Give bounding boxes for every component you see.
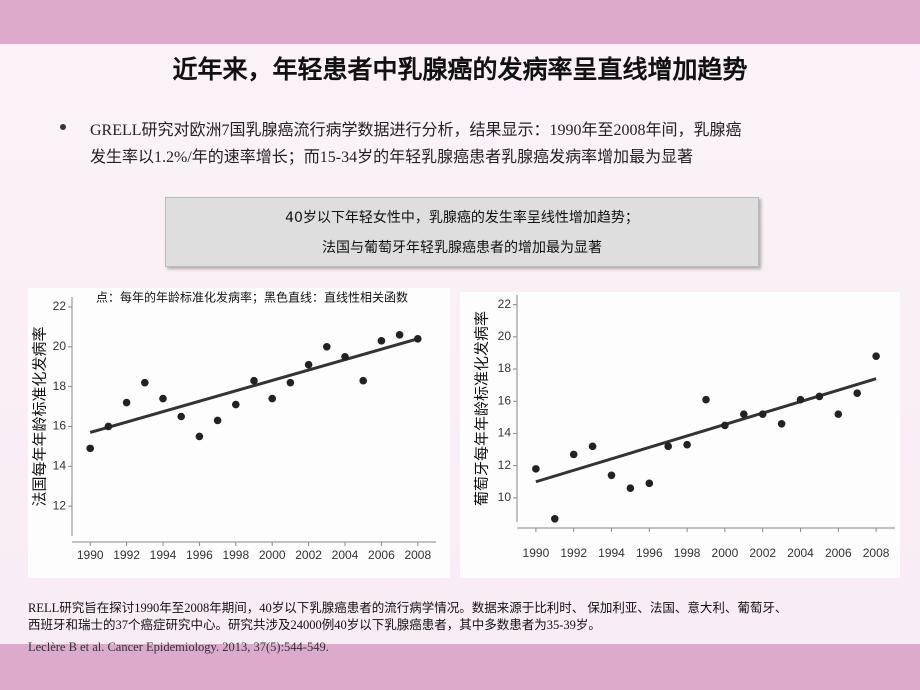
callout-text: 法国与葡萄牙年轻乳腺癌患者的增加最为显著 xyxy=(322,240,602,256)
data-point xyxy=(721,421,729,430)
data-point xyxy=(569,450,578,459)
data-point xyxy=(232,400,240,409)
x-tick-label: 1992 xyxy=(560,546,587,560)
chart: 12 14 16 18 20 22 1990 1992 1994 1996 1998 2000 2002… xyxy=(31,290,436,562)
x-tick-label: 2008 xyxy=(863,546,890,560)
x-tick-label: 2004 xyxy=(787,546,814,560)
y-tick-label: 20 xyxy=(53,339,67,353)
data-point xyxy=(683,440,691,449)
data-point xyxy=(122,398,131,407)
x-tick-label: 1996 xyxy=(186,548,213,562)
y-tick-label: 18 xyxy=(53,379,67,393)
y-tick-label: 16 xyxy=(498,393,512,407)
data-point xyxy=(588,442,597,451)
x-tick-label: 1990 xyxy=(523,546,550,560)
x-tick-label: 2004 xyxy=(332,548,359,562)
x-tick-label: 1994 xyxy=(150,548,177,562)
data-point xyxy=(551,514,559,523)
x-tick-label: 2002 xyxy=(295,548,322,562)
x-tick-label: 2000 xyxy=(712,546,739,560)
chart: 10 12 14 16 18 20 22 1990 1992 1994 1996 1998 2000 20… xyxy=(473,295,895,560)
data-point xyxy=(758,410,767,418)
y-tick-label: 14 xyxy=(53,458,67,472)
x-tick-label: 1990 xyxy=(77,548,104,562)
data-point xyxy=(853,389,861,398)
x-tick-label: 1998 xyxy=(674,546,701,560)
data-point xyxy=(796,395,805,404)
data-point xyxy=(815,392,824,401)
x-tick-label: 1994 xyxy=(598,546,625,560)
y-tick-label: 10 xyxy=(498,490,512,504)
data-point xyxy=(607,471,616,480)
y-tick-label: 18 xyxy=(498,361,512,375)
x-tick-label: 1996 xyxy=(636,546,663,560)
data-point xyxy=(177,412,185,421)
data-point xyxy=(664,442,672,451)
x-tick-label: 2006 xyxy=(825,546,852,560)
top-band xyxy=(0,0,920,44)
data-point xyxy=(395,331,404,339)
bullet-text: 发生率以1.2%/年的速率增长；而15-34岁的年轻乳腺癌患者乳腺癌发病率增加最… xyxy=(90,149,694,166)
y-tick-label: 20 xyxy=(498,329,512,343)
data-point xyxy=(104,422,113,431)
data-point xyxy=(304,360,313,369)
data-point xyxy=(86,444,94,453)
y-tick-label: 22 xyxy=(498,297,512,311)
annotation: 点：每年的年龄标准化发病率；黑色直线：直线性相关函数 xyxy=(96,290,408,305)
data-point xyxy=(377,337,386,345)
data-point xyxy=(777,419,786,428)
slide-title: 近年来，年轻患者中乳腺癌的发病率呈直线增加趋势 xyxy=(172,55,748,84)
y-axis-label: 法国每年年龄标准化发病率 xyxy=(31,326,49,506)
data-point xyxy=(213,416,222,425)
bullet-text: GRELL研究对欧洲7国乳腺癌流行病学数据进行分析，结果显示：1990年至200… xyxy=(90,122,742,139)
data-point xyxy=(195,432,204,441)
data-point xyxy=(323,342,331,351)
data-point xyxy=(159,394,167,403)
data-point xyxy=(626,484,635,492)
trend-line xyxy=(535,377,877,484)
y-tick-label: 12 xyxy=(53,498,67,512)
callout-box: 40岁以下年轻女性中，乳腺癌的发生率呈线性增加趋势； 法国与葡萄牙年轻乳腺癌患者… xyxy=(165,197,759,267)
data-point xyxy=(740,410,748,418)
x-tick-label: 2000 xyxy=(259,548,286,562)
y-tick-label: 14 xyxy=(498,426,512,440)
x-tick-label: 2006 xyxy=(368,548,395,562)
note-text: 西班牙和瑞士的37个癌症研究中心。研究共涉及24000例40岁以下乳腺癌患者，其… xyxy=(28,618,601,632)
x-tick-label: 2002 xyxy=(749,546,776,560)
data-point xyxy=(268,394,276,403)
data-point xyxy=(872,352,880,360)
citation: Leclère B et al. Cancer Epidemiology. 20… xyxy=(28,640,329,654)
chart-panel: 12 14 16 18 20 22 1990 1992 1994 1996 1998 2000 2002… xyxy=(28,288,450,578)
data-point xyxy=(645,479,654,488)
data-point xyxy=(286,378,295,387)
data-point xyxy=(250,376,258,385)
y-tick-label: 12 xyxy=(498,458,512,472)
bullet-dot xyxy=(60,124,66,130)
data-point xyxy=(532,465,540,473)
data-point xyxy=(414,335,422,343)
trend-line xyxy=(89,337,419,434)
note-text: RELL研究旨在探讨1990年至2008年期间，40岁以下乳腺癌患者的流行病学情… xyxy=(28,601,788,615)
y-tick-label: 22 xyxy=(53,299,67,313)
data-point xyxy=(834,410,843,418)
x-tick-label: 1998 xyxy=(222,548,249,562)
data-point xyxy=(141,378,149,387)
bottom-band xyxy=(0,644,920,690)
y-tick-label: 16 xyxy=(53,419,67,433)
data-point xyxy=(341,352,349,361)
x-tick-label: 1992 xyxy=(113,548,140,562)
x-tick-label: 2008 xyxy=(404,548,431,562)
callout-text: 40岁以下年轻女性中，乳腺癌的发生率呈线性增加趋势； xyxy=(285,210,639,226)
data-point xyxy=(702,395,710,404)
data-point xyxy=(359,376,368,385)
chart-panel: 10 12 14 16 18 20 22 1990 1992 1994 1996 1998 2000 20… xyxy=(460,292,900,578)
y-axis-label: 葡萄牙每年年龄标准化发病率 xyxy=(473,311,491,506)
